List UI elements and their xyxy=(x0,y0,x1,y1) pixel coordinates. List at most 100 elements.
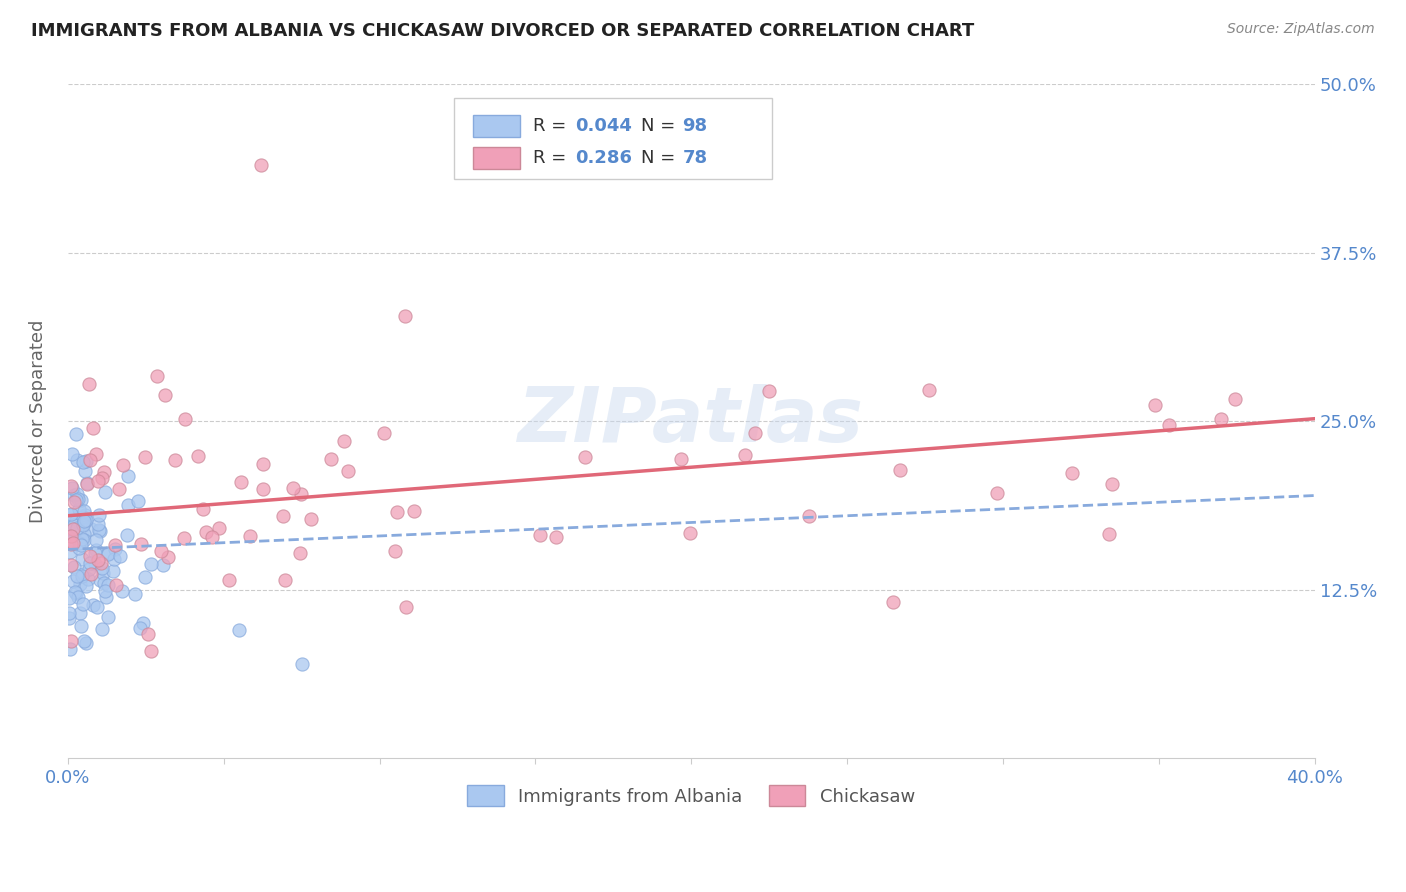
Point xyxy=(67,535,90,549)
Point xyxy=(104,541,127,556)
Point xyxy=(72,517,94,532)
Point xyxy=(67,492,90,507)
Point xyxy=(229,475,252,489)
Point xyxy=(72,566,94,581)
Point xyxy=(76,477,98,491)
Text: N =: N = xyxy=(641,149,682,167)
Point xyxy=(73,514,96,528)
Point xyxy=(97,546,120,560)
Point xyxy=(80,566,103,581)
Point xyxy=(252,457,274,471)
Point xyxy=(62,536,84,550)
Point xyxy=(882,594,904,608)
Point xyxy=(65,586,87,600)
Point xyxy=(103,565,125,579)
Point xyxy=(669,451,692,466)
Point xyxy=(75,512,97,526)
Point xyxy=(153,388,176,402)
Point xyxy=(79,453,101,467)
Point xyxy=(79,557,101,571)
Text: 78: 78 xyxy=(682,149,707,167)
Y-axis label: Divorced or Separated: Divorced or Separated xyxy=(30,319,46,523)
Text: 0.044: 0.044 xyxy=(575,117,633,135)
Point xyxy=(90,556,112,570)
Point xyxy=(319,451,342,466)
Legend: Immigrants from Albania, Chickasaw: Immigrants from Albania, Chickasaw xyxy=(460,778,922,814)
Point xyxy=(77,376,100,391)
FancyBboxPatch shape xyxy=(472,147,520,169)
Point xyxy=(679,526,702,541)
Point xyxy=(60,447,83,461)
Point xyxy=(152,558,174,572)
Point xyxy=(87,553,110,567)
Point xyxy=(66,521,89,535)
Point xyxy=(89,573,111,587)
Point xyxy=(228,624,250,638)
Point xyxy=(299,512,322,526)
Point xyxy=(208,521,231,535)
Point xyxy=(84,533,107,547)
Point xyxy=(373,426,395,441)
Point xyxy=(193,502,215,516)
Point xyxy=(62,488,84,502)
Point xyxy=(59,642,82,657)
Point xyxy=(797,508,820,523)
Point xyxy=(290,487,312,501)
Point xyxy=(333,434,356,449)
Point xyxy=(281,481,304,495)
Point xyxy=(75,464,97,478)
Point xyxy=(59,508,82,523)
Point xyxy=(918,383,941,397)
Point xyxy=(72,597,94,611)
Point xyxy=(90,561,112,575)
Point xyxy=(129,537,152,551)
Point xyxy=(250,158,273,172)
Point xyxy=(66,590,89,604)
Point xyxy=(149,544,172,558)
Point xyxy=(65,514,87,528)
Point xyxy=(63,517,86,532)
Point xyxy=(77,562,100,576)
Point xyxy=(62,522,84,536)
Point xyxy=(73,503,96,517)
Point xyxy=(60,479,83,493)
Point xyxy=(734,448,756,462)
Point xyxy=(274,573,297,587)
Point xyxy=(218,573,240,587)
Point xyxy=(112,458,135,472)
Point xyxy=(744,426,766,441)
Point xyxy=(65,426,87,441)
Point xyxy=(66,569,89,583)
Point xyxy=(103,552,125,566)
Point xyxy=(79,549,101,563)
Point xyxy=(60,507,83,521)
FancyBboxPatch shape xyxy=(454,98,772,178)
Point xyxy=(59,521,82,535)
Point xyxy=(395,600,418,615)
Point xyxy=(70,619,93,633)
Text: Source: ZipAtlas.com: Source: ZipAtlas.com xyxy=(1227,22,1375,37)
Point xyxy=(404,504,426,518)
Point xyxy=(94,590,117,604)
Point xyxy=(986,486,1008,500)
Point xyxy=(60,634,83,648)
Point xyxy=(337,464,360,478)
Point xyxy=(239,529,262,543)
Text: IMMIGRANTS FROM ALBANIA VS CHICKASAW DIVORCED OR SEPARATED CORRELATION CHART: IMMIGRANTS FROM ALBANIA VS CHICKASAW DIV… xyxy=(31,22,974,40)
Point xyxy=(60,534,83,549)
Point xyxy=(70,493,93,508)
Point xyxy=(174,412,197,426)
Point xyxy=(385,505,408,519)
Point xyxy=(76,572,98,586)
Point xyxy=(108,482,131,496)
Point xyxy=(58,523,80,537)
Point xyxy=(70,569,93,583)
Point xyxy=(271,509,294,524)
Point xyxy=(67,541,90,556)
Point xyxy=(141,557,163,571)
Point xyxy=(62,574,84,588)
Point xyxy=(134,450,156,464)
Point xyxy=(1211,411,1233,425)
Point xyxy=(104,538,127,552)
Point xyxy=(117,469,139,483)
